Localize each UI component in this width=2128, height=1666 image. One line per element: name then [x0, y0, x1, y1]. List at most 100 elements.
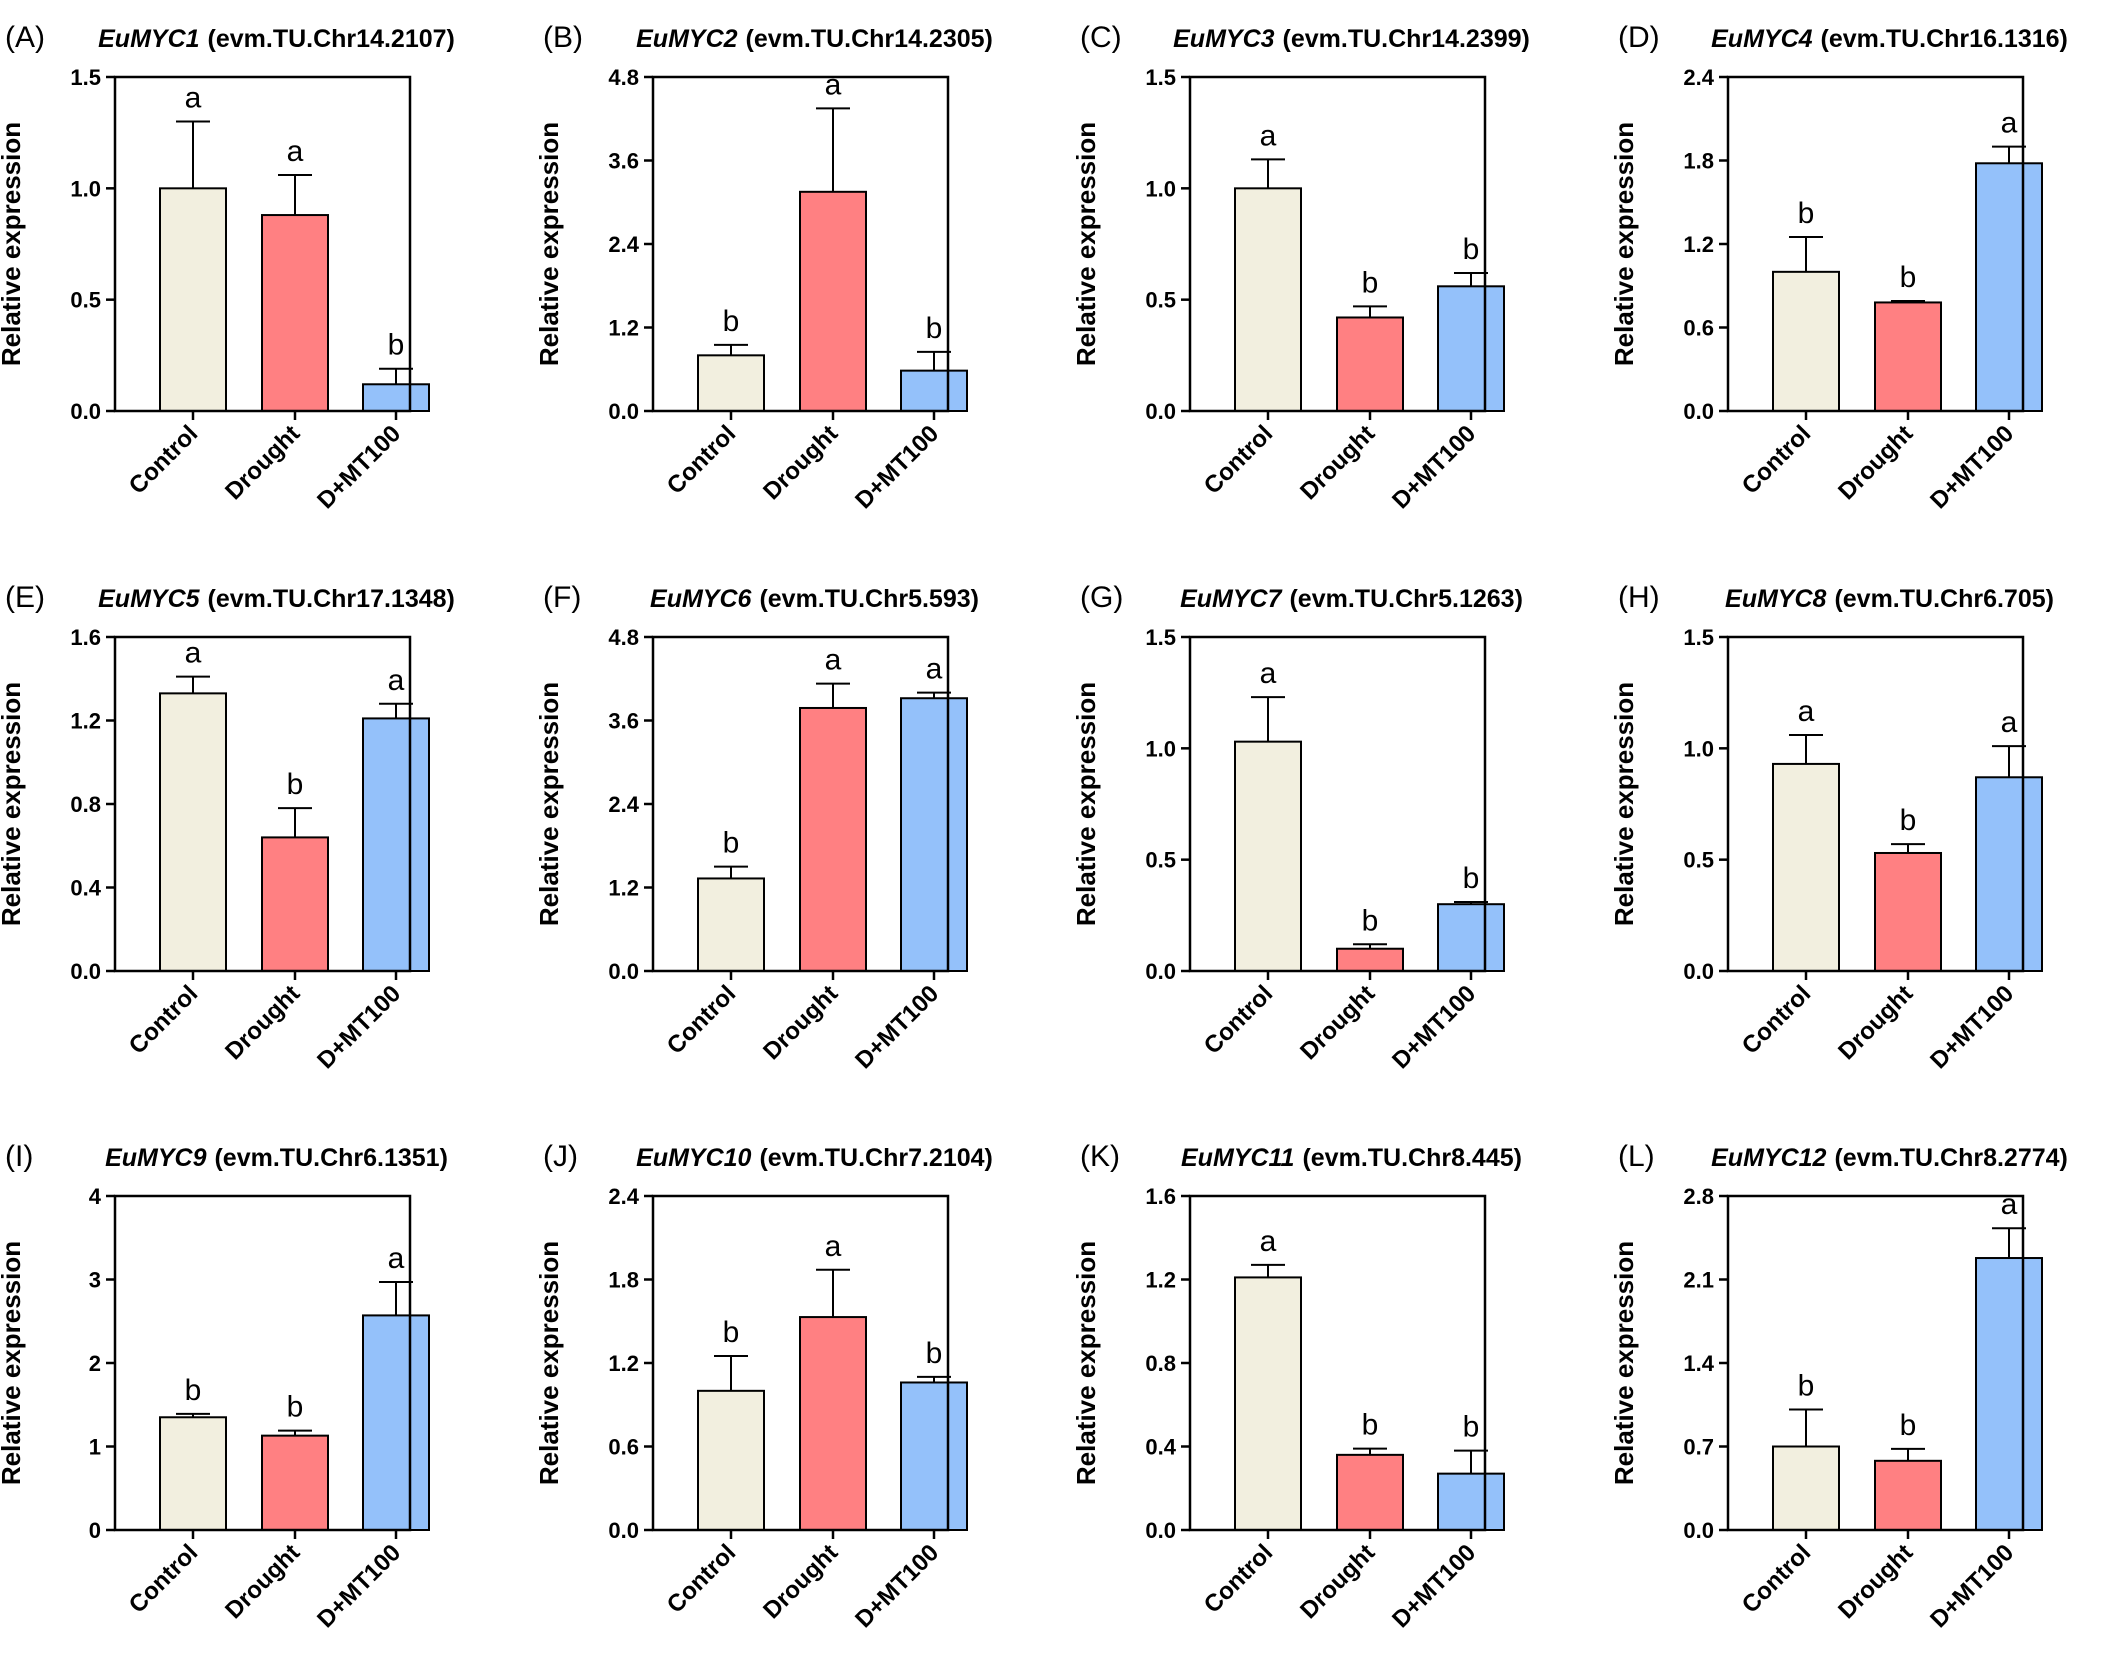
panel-label: (J): [543, 1140, 578, 1173]
y-tick-label: 1.2: [608, 1351, 639, 1376]
bar-dmt100: [362, 717, 430, 972]
significance-letter: a: [1260, 1225, 1277, 1258]
y-tick-label: 0.0: [608, 1518, 639, 1543]
significance-letter: a: [1260, 657, 1277, 690]
y-tick-label: 2.4: [608, 792, 639, 817]
panel-d: (D) EuMYC4 (evm.TU.Chr16.1316) Relative exp…: [1609, 21, 2068, 514]
bar-dmt100: [362, 1314, 430, 1532]
x-tick-label: D+MT100: [1387, 1539, 1481, 1633]
gene-id: (evm.TU.Chr16.1316): [1821, 25, 2068, 53]
y-tick-label: 1.2: [1145, 1268, 1176, 1293]
significance-letter: a: [2001, 1188, 2018, 1221]
y-tick-label: 1.2: [608, 876, 639, 901]
y-tick-label: 1.2: [70, 709, 101, 734]
x-tick-label: Control: [124, 420, 203, 499]
y-tick-label: 1.2: [1683, 232, 1714, 257]
panel-title: EuMYC7 (evm.TU.Chr5.1263): [1180, 585, 1523, 613]
panel-label: (D): [1618, 21, 1660, 54]
x-tick-label: D+MT100: [850, 1539, 944, 1633]
y-tick-label: 0.8: [1145, 1351, 1176, 1376]
significance-letter: b: [1798, 197, 1815, 230]
bar-control: [697, 1389, 765, 1532]
panel-title: EuMYC5 (evm.TU.Chr17.1348): [98, 585, 455, 613]
y-axis-label: Relative expression: [1071, 682, 1101, 926]
y-tick-label: 1.0: [1683, 736, 1714, 761]
x-tick-label: Control: [1199, 420, 1278, 499]
gene-name: EuMYC3: [1173, 25, 1275, 53]
panel-f: (F) EuMYC6 (evm.TU.Chr5.593) Relative expre…: [534, 581, 979, 1074]
y-tick-label: 2.1: [1683, 1268, 1714, 1293]
y-tick-label: 0.4: [70, 876, 101, 901]
y-axis-label: Relative expression: [0, 682, 26, 926]
significance-letter: a: [2001, 107, 2018, 140]
significance-letter: b: [388, 329, 405, 362]
y-tick-label: 4.8: [608, 625, 639, 650]
y-tick-label: 3.6: [608, 709, 639, 734]
x-tick-label: Drought: [1295, 420, 1380, 505]
bar-dmt100: [1437, 285, 1505, 413]
panel-title: EuMYC4 (evm.TU.Chr16.1316): [1711, 25, 2068, 53]
bar-drought: [261, 214, 329, 412]
bar-control: [159, 187, 227, 412]
y-tick-label: 1.5: [1683, 625, 1714, 650]
x-tick-label: D+MT100: [312, 420, 406, 514]
x-tick-label: Control: [124, 1539, 203, 1618]
gene-id: (evm.TU.Chr6.705): [1834, 585, 2054, 613]
y-axis-label: Relative expression: [534, 682, 564, 926]
panel-label: (A): [5, 21, 45, 54]
y-tick-label: 3: [89, 1268, 101, 1293]
x-tick-label: Drought: [220, 1539, 305, 1624]
gene-name: EuMYC12: [1711, 1144, 1826, 1172]
plot-frame: [1188, 75, 1487, 413]
significance-letter: b: [723, 1316, 740, 1349]
plot-frame: [1726, 635, 2025, 973]
bar-control: [159, 1416, 227, 1532]
y-tick-label: 2.4: [608, 232, 639, 257]
bar-control: [159, 692, 227, 972]
bar-drought: [799, 1316, 867, 1531]
bar-drought: [1336, 1453, 1404, 1531]
bar-drought: [1336, 316, 1404, 413]
significance-letter: b: [1463, 862, 1480, 895]
gene-name: EuMYC6: [650, 585, 753, 613]
x-tick-label: Drought: [1295, 1539, 1380, 1624]
gene-id: (evm.TU.Chr17.1348): [208, 585, 455, 613]
significance-letter: b: [287, 768, 304, 801]
significance-letter: a: [185, 637, 202, 670]
gene-id: (evm.TU.Chr14.2305): [746, 25, 993, 53]
bar-dmt100: [900, 1381, 968, 1531]
bar-control: [697, 354, 765, 413]
bar-dmt100: [900, 369, 968, 412]
y-tick-label: 1: [89, 1435, 101, 1460]
gene-name: EuMYC10: [636, 1144, 751, 1172]
gene-name: EuMYC1: [98, 25, 199, 53]
gene-id: (evm.TU.Chr7.2104): [759, 1144, 992, 1172]
y-tick-label: 1.8: [608, 1268, 639, 1293]
y-tick-label: 2: [89, 1351, 101, 1376]
y-axis-label: Relative expression: [1609, 1241, 1639, 1485]
bar-drought: [1336, 947, 1404, 973]
x-tick-label: Drought: [1833, 980, 1918, 1065]
gene-id: (evm.TU.Chr6.1351): [214, 1144, 447, 1172]
bar-control: [697, 877, 765, 972]
gene-id: (evm.TU.Chr14.2399): [1283, 25, 1530, 53]
significance-letter: a: [825, 1230, 842, 1263]
x-tick-label: Control: [662, 1539, 741, 1618]
bar-drought: [1874, 851, 1942, 973]
bar-control: [1234, 187, 1302, 412]
x-tick-label: Drought: [758, 980, 843, 1065]
y-tick-label: 2.8: [1683, 1184, 1714, 1209]
x-tick-label: D+MT100: [850, 420, 944, 514]
x-tick-label: D+MT100: [1387, 420, 1481, 514]
y-tick-label: 0.5: [70, 288, 101, 313]
bar-dmt100: [1975, 162, 2043, 412]
y-tick-label: 1.4: [1683, 1351, 1714, 1376]
panel-title: EuMYC11 (evm.TU.Chr8.445): [1181, 1144, 1522, 1172]
panel-a: (A) EuMYC1 (evm.TU.Chr14.2107) Relative exp…: [0, 21, 455, 514]
bar-drought: [261, 836, 329, 973]
y-tick-label: 3.6: [608, 149, 639, 174]
significance-letter: b: [926, 1337, 943, 1370]
significance-letter: b: [185, 1374, 202, 1407]
x-tick-label: D+MT100: [1925, 980, 2019, 1074]
gene-name: EuMYC7: [1180, 585, 1283, 613]
